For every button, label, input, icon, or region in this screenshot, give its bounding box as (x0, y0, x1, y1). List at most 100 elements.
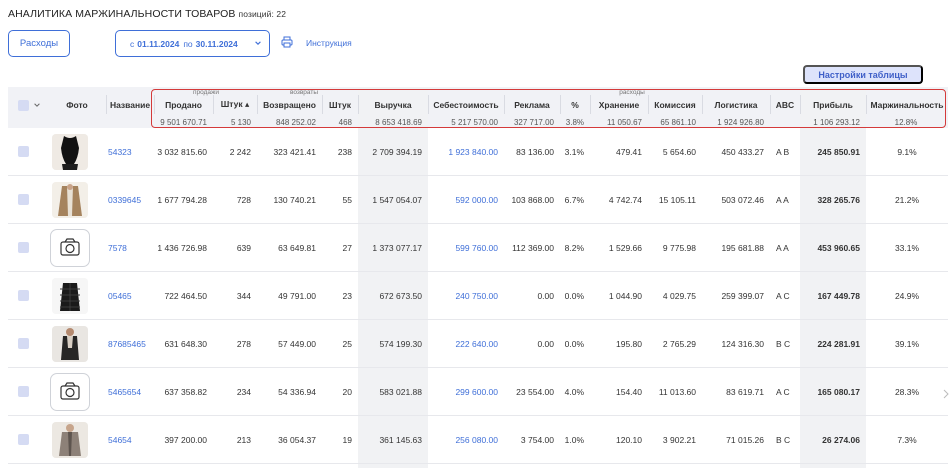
cell-returned: 54 336.94 (278, 387, 316, 397)
column-header-ads[interactable]: Реклама (514, 99, 550, 110)
cell-profit: 26 274.06 (822, 435, 860, 445)
row-checkbox[interactable] (18, 338, 29, 349)
cell-logistics: 71 015.26 (726, 435, 764, 445)
cell-abc: B C (776, 435, 791, 445)
cell-logistics: 450 433.27 (721, 147, 764, 157)
row-checkbox[interactable] (18, 146, 29, 157)
total-ads-percent: 3.8% (565, 117, 584, 127)
cell-logistics: 195 681.88 (721, 243, 764, 253)
chevron-down-icon[interactable] (33, 101, 41, 109)
table-row[interactable]: 5465654 637 358.82 234 54 336.94 20 583 021.8… (8, 368, 948, 416)
column-header-cost[interactable]: Себестоимость (433, 99, 499, 110)
cell-cost[interactable]: 592 000.00 (455, 195, 498, 205)
table-row[interactable]: 54654 397 200.00 213 36 054.37 19 361 145.63 2… (8, 416, 948, 464)
cell-commission: 2 765.29 (662, 339, 696, 349)
cell-name[interactable]: 05465 (108, 291, 132, 301)
row-checkbox[interactable] (18, 434, 29, 445)
table-row[interactable]: 0339645 1 677 794.28 728 130 740.21 55 1 547 … (8, 176, 948, 224)
column-separator (213, 95, 214, 114)
cell-cost[interactable]: 222 640.00 (455, 339, 498, 349)
column-header-revenue[interactable]: Выручка (374, 99, 412, 110)
cell-ads-percent: 0.0% (564, 339, 584, 349)
column-separator (866, 95, 867, 114)
cell-returned: 49 791.00 (278, 291, 316, 301)
column-header-qty-returned[interactable]: Штук (329, 99, 351, 110)
column-header-margin[interactable]: Маржинальность (870, 99, 944, 110)
row-checkbox[interactable] (18, 194, 29, 205)
cell-logistics: 124 316.30 (721, 339, 764, 349)
cell-ads-percent: 8.2% (564, 243, 584, 253)
total-ads: 327 717.00 (513, 117, 554, 127)
cell-ads: 0.00 (537, 339, 554, 349)
cell-abc: A A (776, 195, 789, 205)
column-header-commission[interactable]: Комиссия (654, 99, 696, 110)
cell-cost[interactable]: 1 923 840.00 (448, 147, 498, 157)
column-header-sold[interactable]: Продано (165, 99, 202, 110)
table-row[interactable]: 54323 3 032 815.60 2 242 323 421.41 238 2 709… (8, 128, 948, 176)
table-settings-button[interactable]: Настройки таблицы (803, 65, 923, 84)
chevron-down-icon (255, 41, 261, 45)
table-row[interactable]: 7578 1 436 726.98 639 63 649.81 27 1 373 077.… (8, 224, 948, 272)
column-separator (257, 95, 258, 114)
column-header-abc[interactable]: ABC (775, 99, 795, 110)
column-header-qty-sold[interactable]: Штук ▴ (220, 99, 250, 109)
black-bodysuit-photo[interactable] (52, 134, 88, 170)
total-qty-sold: 5 130 (230, 117, 251, 127)
row-checkbox[interactable] (18, 386, 29, 397)
cell-name[interactable]: 7578 (108, 243, 127, 253)
cell-qty-returned: 238 (337, 147, 352, 157)
cell-name[interactable]: 87685465 (108, 339, 146, 349)
column-header-profit[interactable]: Прибыль (813, 99, 853, 110)
cell-cost[interactable]: 599 760.00 (455, 243, 498, 253)
scroll-handle-icon[interactable] (943, 384, 950, 404)
column-header-returned[interactable]: Возвращено (263, 99, 316, 110)
cell-revenue: 361 145.63 (379, 435, 422, 445)
cell-name[interactable]: 0339645 (108, 195, 142, 205)
select-all-checkbox[interactable] (18, 100, 29, 111)
column-separator (648, 95, 649, 114)
cell-margin: 9.1% (897, 147, 917, 157)
column-header-name[interactable]: Название (109, 99, 151, 110)
cell-ads: 23 554.00 (516, 387, 554, 397)
camera-icon[interactable] (50, 373, 90, 411)
cell-ads-percent: 0.0% (564, 291, 584, 301)
grey-coat-photo[interactable] (52, 422, 88, 458)
cell-name[interactable]: 54654 (108, 435, 132, 445)
black-vest-photo[interactable] (52, 278, 88, 314)
table-row[interactable]: 87685465 631 648.30 278 57 449.00 25 574 199.… (8, 320, 948, 368)
cell-commission: 5 654.60 (662, 147, 696, 157)
group-label-returns: возвраты (289, 89, 319, 96)
column-separator (560, 95, 561, 114)
row-checkbox[interactable] (18, 290, 29, 301)
column-header-ads-percent[interactable]: % (571, 99, 579, 110)
cell-qty-returned: 55 (342, 195, 352, 205)
cell-cost[interactable]: 299 600.00 (455, 387, 498, 397)
cell-cost[interactable]: 240 750.00 (455, 291, 498, 301)
instruction-link[interactable]: Инструкция (306, 38, 352, 48)
column-header-photo[interactable]: Фото (66, 99, 88, 110)
cell-qty-sold: 213 (236, 435, 251, 445)
cell-cost[interactable]: 256 080.00 (455, 435, 498, 445)
cell-abc: B C (776, 339, 791, 349)
page-title-text: АНАЛИТИКА МАРЖИНАЛЬНОСТИ ТОВАРОВ (8, 8, 236, 20)
column-header-logistics[interactable]: Логистика (714, 99, 758, 110)
column-separator (322, 95, 323, 114)
cell-storage: 479.41 (616, 147, 642, 157)
total-margin: 12.8% (894, 117, 918, 127)
cell-sold: 631 648.30 (164, 339, 207, 349)
cell-ads: 0.00 (537, 291, 554, 301)
cell-name[interactable]: 54323 (108, 147, 132, 157)
date-from: 01.11.2024 (137, 38, 180, 49)
column-separator (800, 95, 801, 114)
printer-icon[interactable] (281, 36, 293, 48)
cell-qty-sold: 639 (236, 243, 251, 253)
expenses-button[interactable]: Расходы (8, 30, 70, 57)
row-checkbox[interactable] (18, 242, 29, 253)
column-header-storage[interactable]: Хранение (598, 99, 640, 110)
table-row[interactable]: 05465 722 464.50 344 49 791.00 23 672 673.50 2… (8, 272, 948, 320)
date-range-select[interactable]: с 01.11.2024 по 30.11.2024 (115, 30, 270, 57)
camera-icon[interactable] (50, 229, 90, 267)
beige-coat-photo[interactable] (52, 182, 88, 218)
dark-outfit-photo[interactable] (52, 326, 88, 362)
cell-name[interactable]: 5465654 (108, 387, 142, 397)
